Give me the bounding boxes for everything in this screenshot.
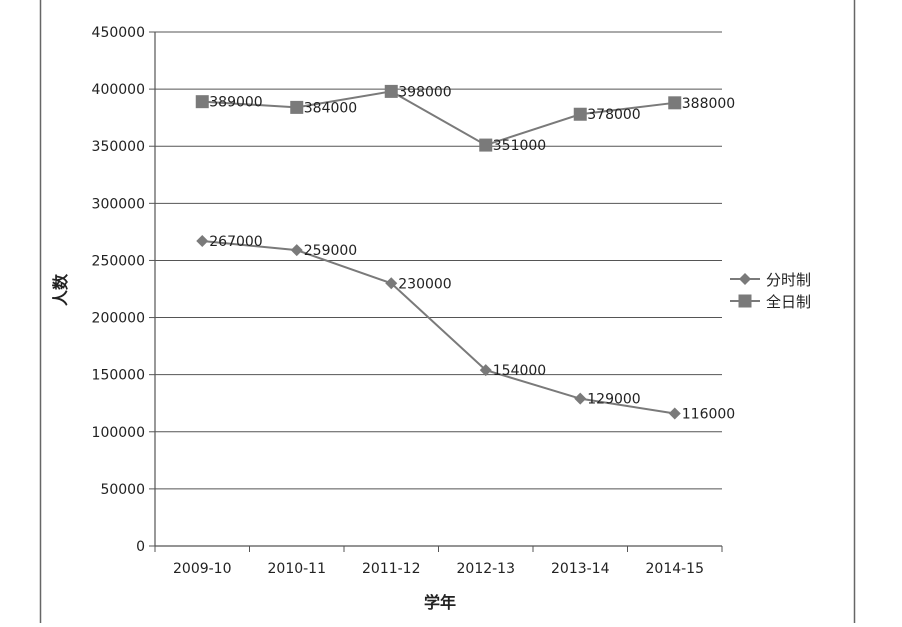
- y-tick-label: 200000: [92, 311, 145, 327]
- point-marker-square: [738, 294, 752, 308]
- point-marker-square: [573, 107, 587, 121]
- point-marker-square: [290, 100, 304, 114]
- y-axis-title: 人数: [51, 273, 70, 306]
- data-label: 129000: [587, 392, 640, 408]
- y-tick-label: 300000: [92, 196, 145, 212]
- y-tick-label: 100000: [92, 425, 145, 441]
- point-marker-square: [668, 96, 682, 110]
- x-tick-label: 2013-14: [551, 561, 610, 577]
- point-marker-square: [384, 84, 398, 98]
- point-marker-diamond: [739, 273, 751, 285]
- data-label: 259000: [304, 243, 357, 259]
- data-label: 389000: [209, 95, 262, 111]
- data-label: 351000: [493, 138, 546, 154]
- y-tick-label: 250000: [92, 253, 145, 269]
- data-label: 384000: [304, 100, 357, 116]
- legend-label: 全日制: [766, 293, 811, 311]
- point-marker-diamond: [574, 392, 587, 405]
- x-tick-label: 2014-15: [646, 561, 705, 577]
- data-label: 116000: [682, 407, 735, 423]
- y-tick-label: 0: [136, 539, 145, 555]
- x-tick-label: 2009-10: [173, 561, 232, 577]
- series-line: [202, 90, 675, 147]
- x-tick-label: 2010-11: [268, 561, 327, 577]
- y-tick-label: 400000: [92, 82, 145, 98]
- data-label: 154000: [493, 363, 546, 379]
- y-tick-label: 450000: [92, 25, 145, 41]
- y-axis-ticks: 0 50000 100000 150000 200000 250000 300000 3500…: [92, 25, 155, 555]
- data-label: 378000: [587, 107, 640, 123]
- chart-border: [39, 0, 856, 627]
- point-marker-diamond: [290, 244, 303, 257]
- point-marker-diamond: [668, 407, 681, 420]
- series-group: [195, 84, 682, 420]
- y-tick-label: 350000: [92, 139, 145, 155]
- data-label: 398000: [398, 84, 451, 100]
- data-label: 388000: [682, 96, 735, 112]
- data-label: 230000: [398, 276, 451, 292]
- y-tick-label: 150000: [92, 368, 145, 384]
- point-marker-diamond: [385, 277, 398, 290]
- point-marker-square: [479, 138, 493, 152]
- grid-lines: [155, 31, 722, 490]
- point-marker-square: [195, 95, 209, 109]
- legend-label: 分时制: [766, 271, 811, 289]
- x-tick-label: 2012-13: [457, 561, 516, 577]
- point-marker-diamond: [479, 364, 492, 377]
- x-axis-title: 学年: [424, 593, 456, 612]
- y-tick-label: 50000: [100, 482, 145, 498]
- series-line: [202, 240, 675, 415]
- x-tick-label: 2011-12: [362, 561, 421, 577]
- point-marker-diamond: [196, 235, 209, 248]
- data-labels: 267000 259000 230000 154000 129000 116000 3890…: [209, 84, 735, 422]
- data-label: 267000: [209, 234, 262, 250]
- axes: [154, 32, 722, 547]
- x-axis-ticks: 2009-10 2010-11 2011-12 2012-13 2013-14 2014-…: [154, 546, 723, 577]
